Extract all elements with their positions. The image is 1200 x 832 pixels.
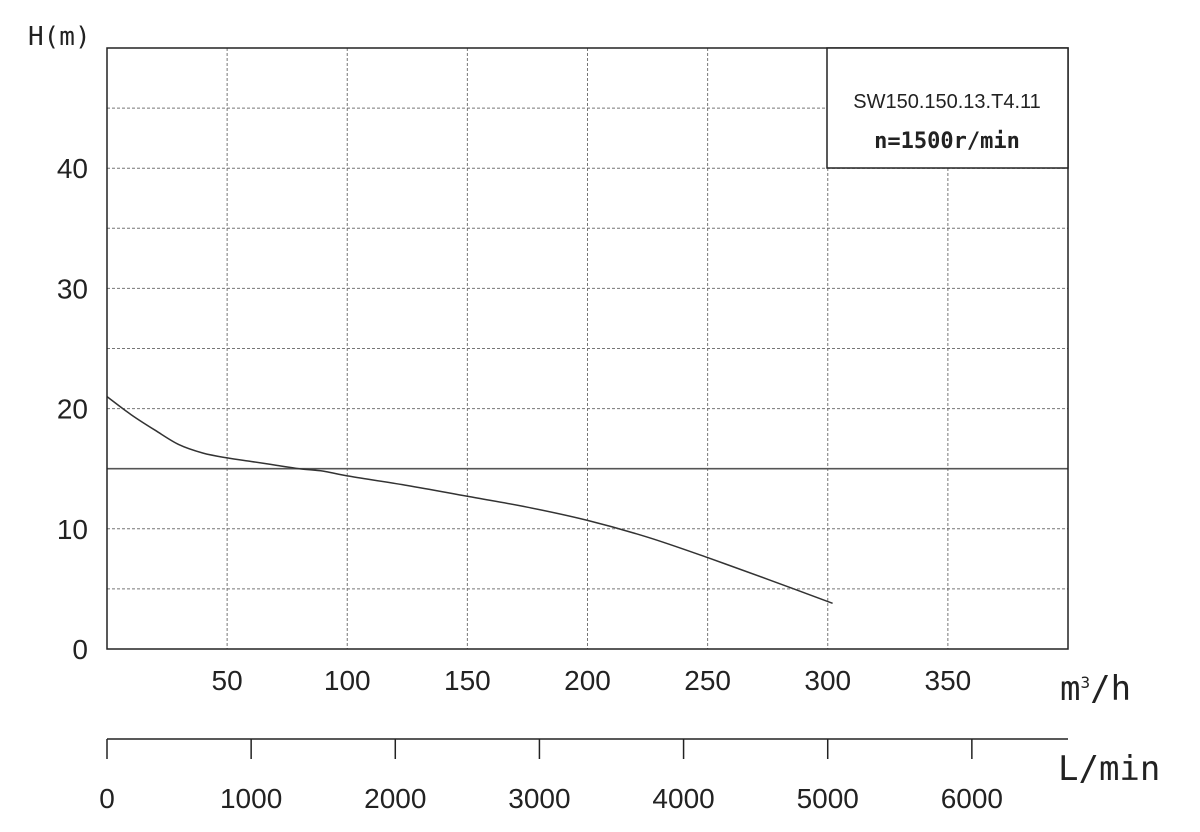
secondary-x-tick-label: 4000: [652, 783, 714, 814]
model-info-frame: [826, 47, 1069, 169]
secondary-x-axis: 0 1000 2000 3000 4000 5000 6000: [99, 738, 1068, 814]
secondary-x-tick-label: 2000: [364, 783, 426, 814]
x-axis-ticks: 50 100 150 200 250 300 350: [212, 665, 972, 696]
x-tick-label: 300: [804, 665, 851, 696]
y-tick-label: 20: [57, 394, 88, 425]
x-axis-label-flow-exponent: 3: [1080, 673, 1090, 692]
x-tick-label: 100: [324, 665, 371, 696]
x-tick-label: 250: [684, 665, 731, 696]
secondary-x-tick-label: 0: [99, 783, 115, 814]
model-name: SW150.150.13.T4.11: [853, 91, 1041, 113]
x-axis-label-flow: m3/h: [1060, 669, 1131, 709]
secondary-x-tick-label: 6000: [941, 783, 1003, 814]
plot-frame: [106, 47, 1069, 650]
x-tick-label: 350: [925, 665, 972, 696]
x-axis-label-flow-base: m: [1060, 669, 1080, 709]
model-info-box: SW150.150.13.T4.11 n=1500r/min: [826, 47, 1069, 169]
head-flow-curve: [106, 396, 833, 605]
secondary-x-tick-label: 1000: [220, 783, 282, 814]
x-tick-label: 50: [212, 665, 243, 696]
y-tick-label: 10: [57, 514, 88, 545]
y-tick-label: 40: [57, 153, 88, 184]
rotation-speed: n=1500r/min: [874, 129, 1020, 154]
y-tick-label: 30: [57, 273, 88, 304]
y-axis-label: H(m): [28, 22, 91, 52]
x-axis-label-secondary: L/min: [1058, 749, 1160, 789]
y-tick-label: 0: [72, 634, 88, 665]
secondary-x-tick-label: 5000: [797, 783, 859, 814]
x-tick-label: 150: [444, 665, 491, 696]
y-axis-ticks: 0 10 20 30 40: [57, 153, 88, 665]
x-axis-label-flow-tail: /h: [1090, 669, 1131, 709]
secondary-x-tick-label: 3000: [508, 783, 570, 814]
x-tick-label: 200: [564, 665, 611, 696]
